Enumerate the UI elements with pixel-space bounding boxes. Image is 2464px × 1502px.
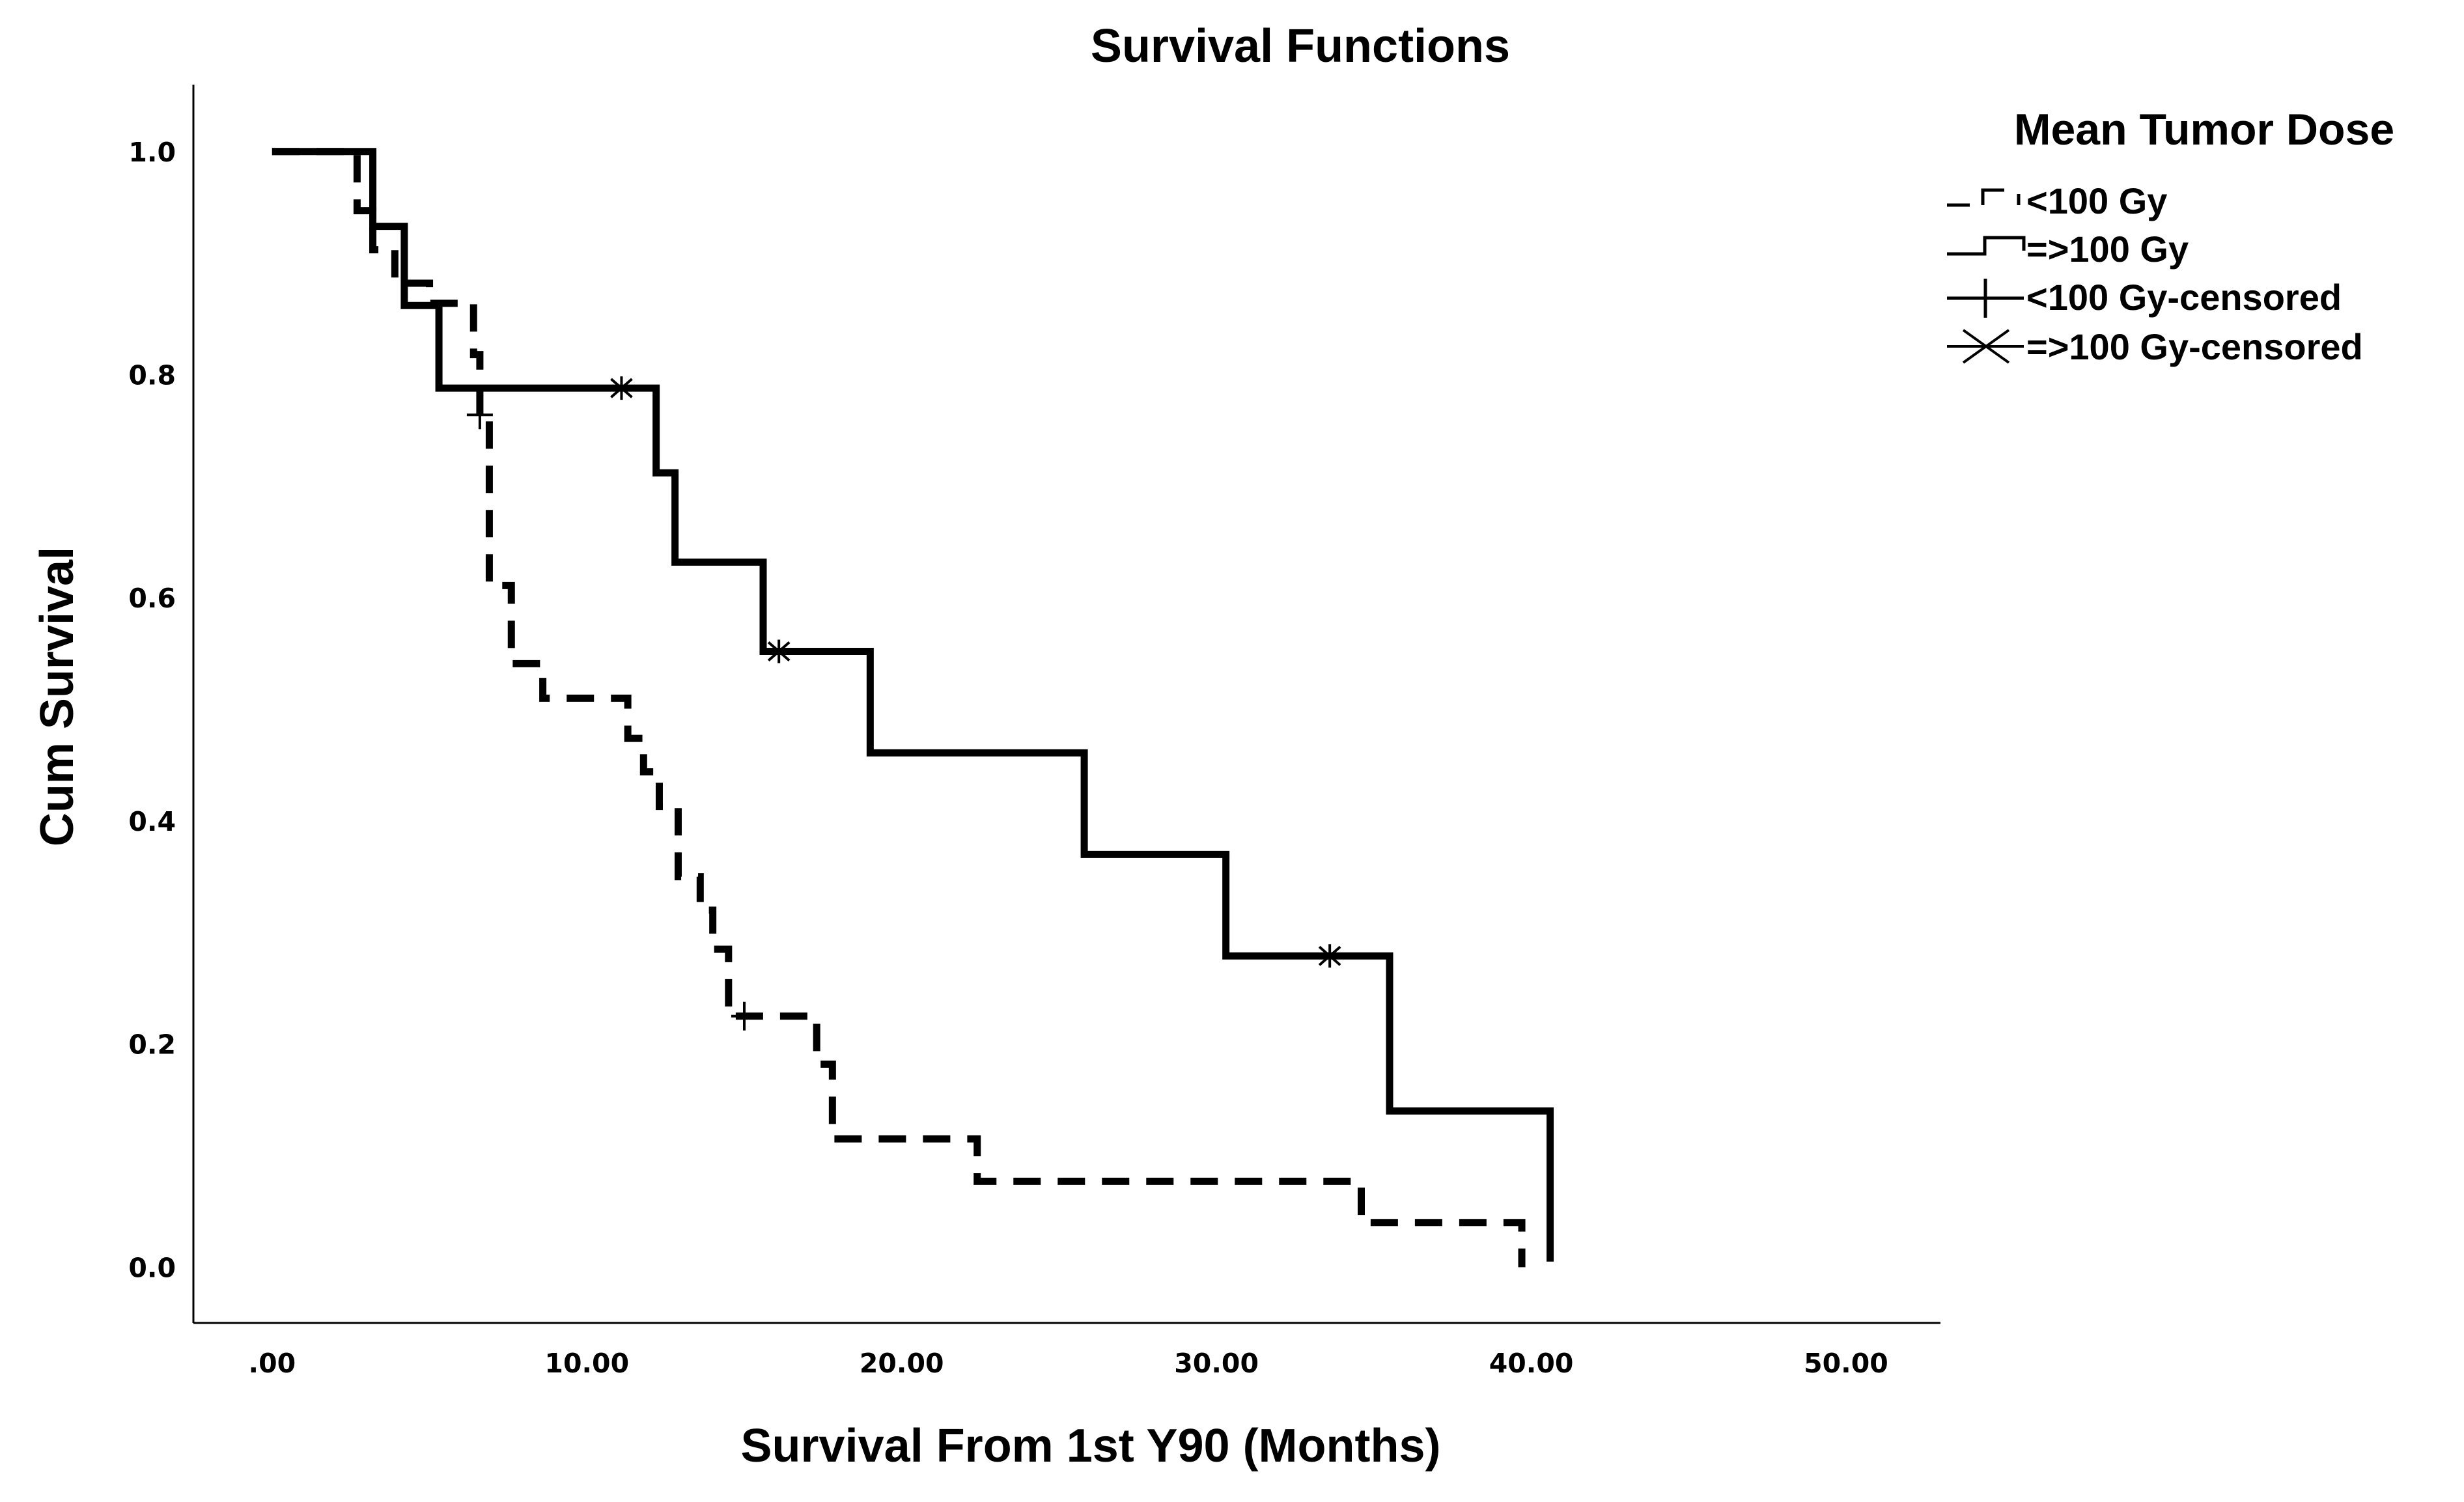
censor-marker-plus bbox=[466, 400, 493, 430]
series-line-lt100 bbox=[272, 148, 1526, 1268]
x-axis-title: Survival From 1st Y90 (Months) bbox=[741, 1420, 1441, 1472]
y-tick-label: 0.0 bbox=[128, 1252, 176, 1283]
legend-swatch-dashed-step bbox=[1947, 188, 2021, 207]
legend-item-gte100-censored: =>100 Gy-censored bbox=[1947, 326, 2363, 367]
legend-label-gte100: =>100 Gy bbox=[2026, 229, 2189, 270]
legend-title: Mean Tumor Dose bbox=[2014, 105, 2394, 154]
censor-marker-star bbox=[610, 376, 633, 400]
legend: Mean Tumor Dose <100 Gy =>100 Gy <100 Gy… bbox=[1947, 105, 2394, 367]
x-tick-label: 50.00 bbox=[1804, 1348, 1888, 1379]
chart-title: Survival Functions bbox=[1091, 20, 1510, 72]
star-marker-icon bbox=[1947, 329, 2024, 364]
y-tick-label: 1.0 bbox=[128, 137, 176, 168]
series-line-gte100 bbox=[272, 148, 1554, 1262]
legend-label-gte100-censored: =>100 Gy-censored bbox=[2026, 326, 2363, 367]
legend-label-lt100: <100 Gy bbox=[2026, 180, 2167, 221]
censor-marker-star bbox=[767, 639, 791, 663]
x-tick-label: 40.00 bbox=[1489, 1348, 1574, 1379]
legend-label-lt100-censored: <100 Gy-censored bbox=[2026, 277, 2342, 318]
y-tick-labels: 0.0 0.2 0.4 0.6 0.8 1.0 bbox=[128, 137, 176, 1284]
x-tick-labels: .00 10.00 20.00 30.00 40.00 50.00 bbox=[249, 1348, 1888, 1379]
legend-item-gte100: =>100 Gy bbox=[1947, 229, 2189, 270]
legend-item-lt100: <100 Gy bbox=[1947, 180, 2167, 221]
x-tick-label: 30.00 bbox=[1174, 1348, 1259, 1379]
y-axis-title: Cum Survival bbox=[31, 547, 83, 846]
series-layer bbox=[272, 148, 1554, 1268]
y-tick-label: 0.8 bbox=[128, 360, 176, 391]
censor-marker-plus bbox=[731, 1001, 757, 1031]
x-tick-label: 20.00 bbox=[860, 1348, 944, 1379]
x-tick-label: .00 bbox=[249, 1348, 296, 1379]
y-tick-label: 0.2 bbox=[128, 1029, 176, 1061]
censor-marker-star bbox=[1318, 944, 1341, 968]
plus-marker-icon bbox=[1947, 279, 2024, 318]
x-tick-label: 10.00 bbox=[544, 1348, 629, 1379]
y-tick-label: 0.4 bbox=[128, 806, 176, 837]
legend-swatch-solid-step bbox=[1947, 236, 2026, 256]
y-tick-label: 0.6 bbox=[128, 583, 176, 614]
legend-item-lt100-censored: <100 Gy-censored bbox=[1947, 277, 2342, 318]
